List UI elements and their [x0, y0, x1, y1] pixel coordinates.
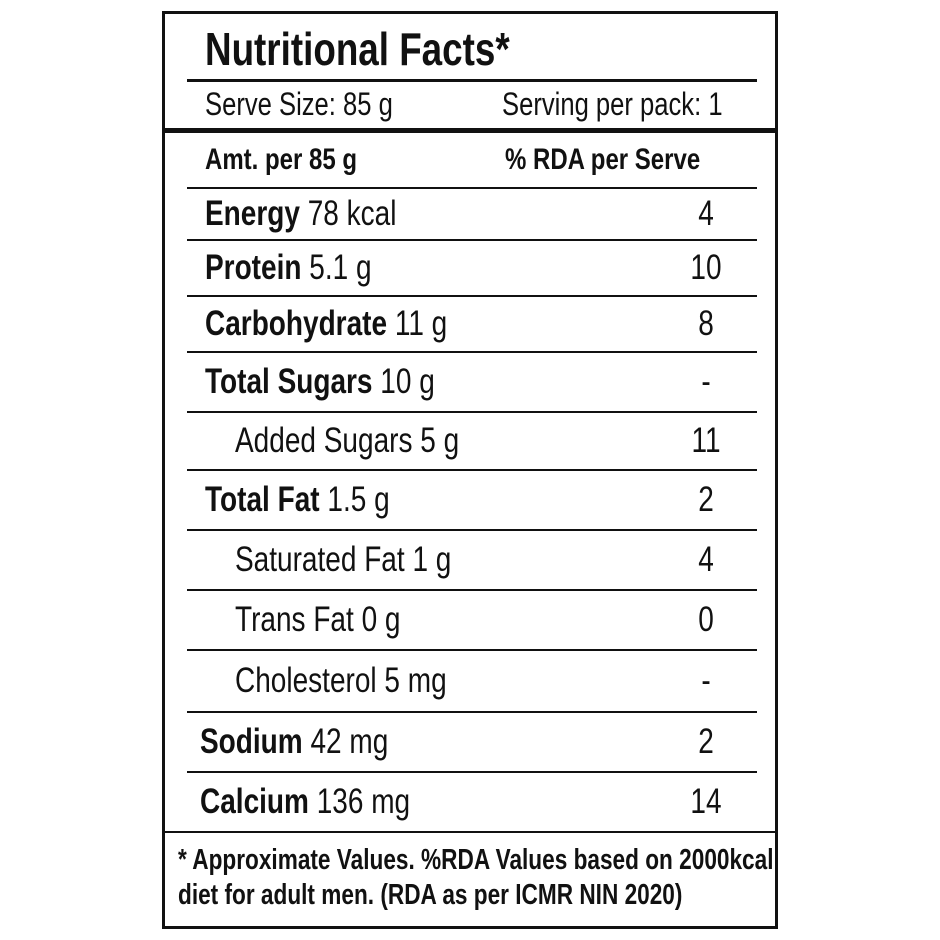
row-label: Carbohydrate 11 g	[205, 304, 447, 344]
nutrient-name: Saturated Fat	[235, 540, 405, 579]
rda-value: -	[701, 362, 711, 401]
nutrient-amount: 5 mg	[384, 661, 447, 700]
row-label: Total Sugars 10 g	[205, 362, 435, 402]
rule	[187, 351, 757, 353]
nutrient-amount: 0 g	[361, 600, 401, 639]
nutrient-name: Total Sugars	[205, 362, 373, 401]
nutrient-amount: 11 g	[394, 304, 448, 343]
nutrient-name: Total Fat	[205, 480, 320, 519]
rule	[187, 187, 757, 189]
rule	[187, 649, 757, 651]
rda-value: 14	[690, 782, 722, 821]
rule	[187, 711, 757, 713]
row-label: Trans Fat 0 g	[235, 600, 400, 640]
rule	[187, 295, 757, 297]
nutrient-amount: 5.1 g	[309, 248, 372, 287]
nutrient-name: Added Sugars	[235, 421, 413, 460]
rule	[165, 831, 775, 833]
label-border	[162, 11, 778, 929]
rda-value: 11	[691, 421, 721, 460]
title: Nutritional Facts*	[205, 23, 510, 75]
serve-size: Serve Size: 85 g	[205, 86, 393, 122]
rule	[187, 469, 757, 471]
nutrient-name: Carbohydrate	[205, 304, 388, 343]
nutrient-name: Energy	[205, 194, 300, 233]
column-header: Amt. per 85 g	[205, 143, 358, 176]
rule	[187, 589, 757, 591]
nutrient-name: Cholesterol	[235, 661, 377, 700]
nutrient-name: Calcium	[200, 782, 309, 821]
nutrient-name: Sodium	[200, 722, 303, 761]
row-label: Cholesterol 5 mg	[235, 661, 447, 701]
row-label: Saturated Fat 1 g	[235, 540, 451, 580]
footnote: diet for adult men. (RDA as per ICMR NIN…	[178, 879, 683, 911]
nutrient-amount: 1 g	[412, 540, 452, 579]
rda-value: 0	[698, 600, 714, 639]
nutrient-name: Protein	[205, 248, 302, 287]
nutrient-amount: 5 g	[420, 421, 460, 460]
servings: Serving per pack: 1	[502, 86, 723, 122]
rda-value: 4	[698, 540, 714, 579]
rule	[187, 239, 757, 241]
nutrient-amount: 42 mg	[310, 722, 389, 761]
rule	[165, 128, 775, 133]
rule	[187, 79, 757, 82]
row-label: Calcium 136 mg	[200, 782, 410, 822]
rda-value: 10	[690, 248, 722, 287]
rda-value: 8	[698, 304, 714, 343]
rda-value: -	[701, 661, 711, 700]
rda-value: 4	[698, 194, 714, 233]
row-label: Added Sugars 5 g	[235, 421, 459, 461]
footnote: * Approximate Values. %RDA Values based …	[178, 844, 774, 876]
row-label: Sodium 42 mg	[200, 722, 388, 762]
nutrient-amount: 78 kcal	[307, 194, 397, 233]
rule	[187, 411, 757, 413]
nutrient-amount: 136 mg	[316, 782, 411, 821]
nutrient-amount: 1.5 g	[327, 480, 390, 519]
column-header: % RDA per Serve	[505, 143, 701, 176]
nutrient-name: Trans Fat	[235, 600, 354, 639]
rule	[187, 771, 757, 773]
rule	[187, 529, 757, 531]
nutrient-amount: 10 g	[380, 362, 435, 401]
row-label: Energy 78 kcal	[205, 194, 396, 234]
rda-value: 2	[698, 480, 714, 519]
row-label: Total Fat 1.5 g	[205, 480, 390, 520]
rda-value: 2	[698, 722, 714, 761]
row-label: Protein 5.1 g	[205, 248, 372, 288]
